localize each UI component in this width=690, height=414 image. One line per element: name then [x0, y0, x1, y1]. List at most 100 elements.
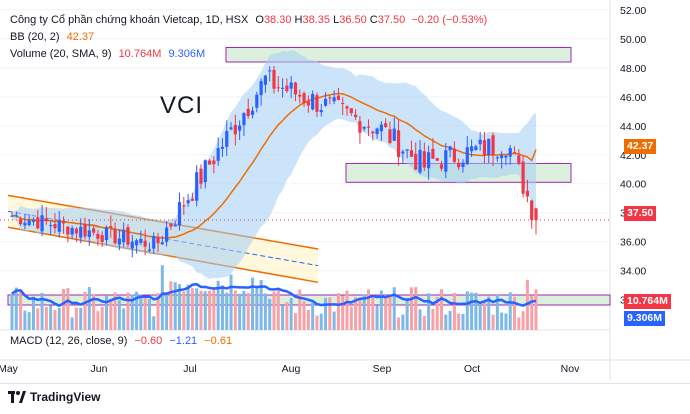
- candle-body: [259, 81, 263, 96]
- volume-bar: [444, 314, 448, 330]
- candle-body: [302, 93, 306, 103]
- volume-bar: [534, 289, 538, 330]
- x-tick-label: Jul: [183, 363, 196, 375]
- candle-body: [512, 152, 517, 154]
- volume-bar: [517, 317, 521, 330]
- candle-body: [384, 123, 388, 127]
- symbol-annotation: VCI: [160, 92, 204, 119]
- candle-body: [435, 158, 439, 161]
- candle-body: [246, 108, 250, 117]
- volume-bar: [208, 290, 212, 330]
- candle-body: [122, 230, 126, 243]
- candle-body: [431, 148, 435, 159]
- volume-bar: [14, 287, 18, 330]
- candle-body: [465, 147, 469, 165]
- volume-bar: [311, 302, 315, 330]
- volume-bar: [345, 290, 349, 330]
- bb-value: 42.37: [66, 31, 95, 43]
- candle-body: [388, 129, 392, 143]
- volume-bar: [165, 292, 169, 330]
- bb-legend[interactable]: BB (20, 2) 42.37: [10, 31, 94, 44]
- volume-bar: [341, 295, 345, 330]
- candle-body: [405, 149, 409, 151]
- close-label: C: [369, 14, 378, 26]
- volume-bar: [384, 295, 388, 330]
- candle-body: [349, 108, 353, 114]
- volume-bar: [482, 300, 486, 330]
- volume-bar: [409, 287, 413, 330]
- volume-bar: [452, 292, 456, 330]
- candle-body: [457, 162, 461, 168]
- y-tick-label: 40.00: [620, 179, 646, 191]
- candle-body: [44, 218, 48, 222]
- footer-bar: TradingView: [0, 383, 690, 414]
- volume-bar: [315, 315, 319, 330]
- volume-bar: [431, 308, 435, 330]
- candle-body: [190, 198, 194, 201]
- candle-body: [31, 219, 36, 222]
- low-label: L: [333, 14, 340, 26]
- candle-body: [255, 94, 259, 108]
- volume-legend[interactable]: Volume (20, SMA, 9) 10.764M 9.306M: [10, 48, 205, 61]
- candle-body: [96, 233, 100, 239]
- candle-body: [147, 249, 152, 251]
- candle-body: [379, 124, 383, 132]
- candle-body: [396, 130, 401, 158]
- volume-bar: [109, 300, 113, 330]
- volume-bar: [392, 287, 396, 330]
- y-tick-label: 46.00: [620, 92, 646, 104]
- candle-body: [478, 139, 482, 145]
- tradingview-logo[interactable]: TradingView: [8, 390, 100, 404]
- candle-body: [444, 150, 448, 172]
- candle-body: [491, 135, 495, 155]
- volume-bar: [530, 295, 534, 330]
- candle-body: [233, 124, 237, 135]
- volume-value: 10.764M: [118, 48, 162, 60]
- volume-bar: [263, 293, 267, 330]
- volume-bar: [203, 291, 207, 330]
- volume-bar: [36, 308, 40, 330]
- volume-bar: [371, 295, 375, 330]
- macd-legend[interactable]: MACD (12, 26, close, 9) −0.60 −1.21 −0.6…: [10, 335, 232, 348]
- candle-body: [212, 160, 216, 165]
- volume-bar: [130, 294, 134, 330]
- volume-bar: [513, 296, 517, 330]
- candle-body: [366, 126, 371, 128]
- volume-bar: [182, 291, 186, 330]
- volume-bar: [349, 306, 353, 330]
- candle-body: [289, 82, 293, 89]
- candle-body: [143, 240, 147, 247]
- candle-body: [36, 217, 40, 229]
- candle-body: [487, 138, 491, 155]
- volume-bar: [216, 280, 220, 330]
- candle-body: [207, 160, 212, 165]
- volume-bar: [328, 297, 332, 330]
- volume-bar: [31, 296, 35, 330]
- candle-body: [482, 140, 487, 156]
- volume-bar: [336, 293, 340, 330]
- volume-bar: [397, 317, 401, 330]
- low-value: 36.50: [339, 14, 367, 26]
- x-tick-label: Aug: [282, 363, 301, 375]
- candle-body: [504, 155, 508, 158]
- candle-body: [177, 202, 182, 226]
- candle-body: [40, 215, 44, 232]
- volume-bar: [190, 288, 194, 330]
- volume-bar: [422, 315, 426, 330]
- volume-bar: [414, 287, 418, 330]
- y-tick-label: 48.00: [620, 63, 646, 75]
- volume-bar: [195, 288, 199, 330]
- volume-bar: [379, 290, 383, 330]
- candle-body: [238, 125, 242, 131]
- volume-bar: [324, 297, 328, 330]
- candle-body: [104, 227, 109, 241]
- candle-body: [139, 238, 143, 243]
- candle-body: [83, 224, 87, 237]
- candle-body: [315, 95, 319, 112]
- chart-header: Công ty Cổ phần chứng khoán Vietcap, 1D,…: [10, 14, 487, 27]
- candle-body: [23, 222, 27, 226]
- candle-body: [354, 114, 358, 118]
- volume-bar: [23, 310, 27, 330]
- candle-body: [66, 226, 70, 235]
